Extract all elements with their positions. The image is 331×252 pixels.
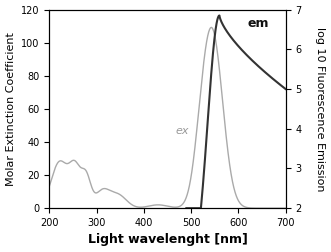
Y-axis label: Molar Extinction Coefficient: Molar Extinction Coefficient: [6, 32, 16, 186]
X-axis label: Light wavelenght [nm]: Light wavelenght [nm]: [87, 233, 247, 246]
Y-axis label: log 10 Fluorescence Emission: log 10 Fluorescence Emission: [315, 27, 325, 191]
Text: em: em: [248, 17, 269, 30]
Text: ex: ex: [176, 126, 189, 136]
